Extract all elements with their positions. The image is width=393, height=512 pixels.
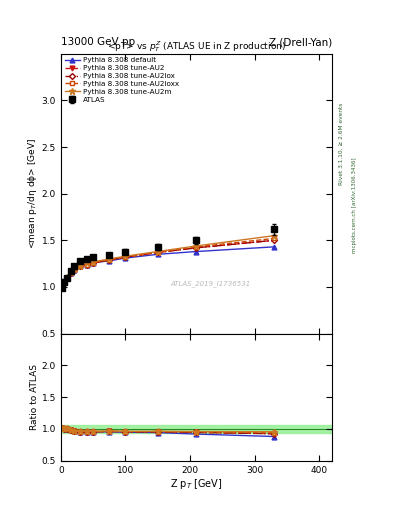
Text: Z (Drell-Yan): Z (Drell-Yan) xyxy=(269,37,332,47)
Text: Rivet 3.1.10, ≥ 2.6M events: Rivet 3.1.10, ≥ 2.6M events xyxy=(339,102,344,184)
Pythia 8.308 tune-AU2lox xyxy=(123,254,128,260)
Pythia 8.308 tune-AU2m xyxy=(60,283,64,289)
Title: <pT> vs $p_T^Z$ (ATLAS UE in Z production): <pT> vs $p_T^Z$ (ATLAS UE in Z productio… xyxy=(107,39,286,54)
Pythia 8.308 tune-AU2m xyxy=(194,243,199,249)
Pythia 8.308 tune-AU2lox xyxy=(194,245,199,251)
Pythia 8.308 tune-AU2loxx xyxy=(68,270,73,276)
Pythia 8.308 tune-AU2loxx xyxy=(72,267,76,273)
Pythia 8.308 tune-AU2m xyxy=(84,260,89,266)
Pythia 8.308 tune-AU2lox xyxy=(91,260,95,266)
Pythia 8.308 tune-AU2 xyxy=(155,249,160,255)
Pythia 8.308 tune-AU2 xyxy=(123,254,128,260)
Pythia 8.308 tune-AU2 xyxy=(91,260,95,266)
Pythia 8.308 tune-AU2m xyxy=(107,256,112,262)
Pythia 8.308 tune-AU2 xyxy=(194,245,199,251)
Pythia 8.308 tune-AU2m xyxy=(78,263,83,269)
Pythia 8.308 default xyxy=(62,279,66,285)
Pythia 8.308 tune-AU2m xyxy=(272,232,276,239)
Pythia 8.308 tune-AU2m xyxy=(72,266,76,272)
Text: ATLAS_2019_I1736531: ATLAS_2019_I1736531 xyxy=(170,280,250,287)
Pythia 8.308 tune-AU2 xyxy=(65,274,70,281)
Pythia 8.308 default xyxy=(91,260,95,266)
Pythia 8.308 default xyxy=(107,258,112,264)
Pythia 8.308 default xyxy=(60,283,64,289)
Line: Pythia 8.308 tune-AU2loxx: Pythia 8.308 tune-AU2loxx xyxy=(60,237,276,289)
Pythia 8.308 tune-AU2 xyxy=(107,257,112,263)
Pythia 8.308 default xyxy=(272,244,276,250)
Pythia 8.308 tune-AU2 xyxy=(72,267,76,273)
Y-axis label: Ratio to ATLAS: Ratio to ATLAS xyxy=(30,364,39,430)
Pythia 8.308 tune-AU2lox xyxy=(62,279,66,285)
Pythia 8.308 default xyxy=(84,262,89,268)
Line: Pythia 8.308 tune-AU2m: Pythia 8.308 tune-AU2m xyxy=(59,232,277,289)
Y-axis label: <mean p$_T$/dη dϕ> [GeV]: <mean p$_T$/dη dϕ> [GeV] xyxy=(26,138,39,249)
Pythia 8.308 tune-AU2lox xyxy=(65,274,70,281)
Pythia 8.308 default xyxy=(194,248,199,254)
Pythia 8.308 default xyxy=(155,251,160,258)
Pythia 8.308 tune-AU2 xyxy=(62,279,66,285)
X-axis label: Z p$_T$ [GeV]: Z p$_T$ [GeV] xyxy=(170,477,223,492)
Text: 13000 GeV pp: 13000 GeV pp xyxy=(61,37,135,47)
Line: Pythia 8.308 default: Pythia 8.308 default xyxy=(60,244,276,288)
Pythia 8.308 tune-AU2 xyxy=(60,284,64,290)
Pythia 8.308 tune-AU2lox xyxy=(68,270,73,276)
Pythia 8.308 tune-AU2lox xyxy=(155,249,160,255)
Pythia 8.308 tune-AU2loxx xyxy=(194,244,199,250)
Pythia 8.308 tune-AU2loxx xyxy=(78,263,83,269)
Pythia 8.308 default xyxy=(72,267,76,273)
Pythia 8.308 tune-AU2loxx xyxy=(123,254,128,260)
Pythia 8.308 tune-AU2lox xyxy=(78,263,83,269)
Pythia 8.308 tune-AU2m xyxy=(62,279,66,285)
Pythia 8.308 tune-AU2lox xyxy=(272,237,276,243)
Pythia 8.308 tune-AU2m xyxy=(65,273,70,280)
Pythia 8.308 tune-AU2m xyxy=(123,253,128,259)
Pythia 8.308 tune-AU2lox xyxy=(60,284,64,290)
Line: Pythia 8.308 tune-AU2lox: Pythia 8.308 tune-AU2lox xyxy=(60,238,276,289)
Pythia 8.308 tune-AU2m xyxy=(91,259,95,265)
Pythia 8.308 tune-AU2 xyxy=(272,237,276,243)
Legend: Pythia 8.308 default, Pythia 8.308 tune-AU2, Pythia 8.308 tune-AU2lox, Pythia 8.: Pythia 8.308 default, Pythia 8.308 tune-… xyxy=(63,56,181,104)
Pythia 8.308 tune-AU2lox xyxy=(72,267,76,273)
Pythia 8.308 tune-AU2loxx xyxy=(155,249,160,255)
Pythia 8.308 tune-AU2lox xyxy=(107,257,112,263)
Pythia 8.308 default xyxy=(68,270,73,276)
Pythia 8.308 default xyxy=(65,274,70,281)
Pythia 8.308 tune-AU2loxx xyxy=(60,284,64,290)
Pythia 8.308 tune-AU2loxx xyxy=(84,262,89,268)
Pythia 8.308 tune-AU2m xyxy=(68,269,73,275)
Pythia 8.308 tune-AU2loxx xyxy=(91,260,95,266)
Pythia 8.308 default xyxy=(78,263,83,269)
Pythia 8.308 tune-AU2m xyxy=(155,248,160,254)
Pythia 8.308 tune-AU2 xyxy=(84,262,89,268)
Pythia 8.308 tune-AU2 xyxy=(68,270,73,276)
Pythia 8.308 default xyxy=(123,255,128,261)
Line: Pythia 8.308 tune-AU2: Pythia 8.308 tune-AU2 xyxy=(60,238,276,289)
Pythia 8.308 tune-AU2loxx xyxy=(272,236,276,242)
Pythia 8.308 tune-AU2loxx xyxy=(65,274,70,281)
Pythia 8.308 tune-AU2loxx xyxy=(62,279,66,285)
Pythia 8.308 tune-AU2loxx xyxy=(107,257,112,263)
Bar xyxy=(61,425,332,433)
Pythia 8.308 tune-AU2lox xyxy=(84,262,89,268)
Text: mcplots.cern.ch [arXiv:1306.3436]: mcplots.cern.ch [arXiv:1306.3436] xyxy=(352,157,357,252)
Pythia 8.308 tune-AU2 xyxy=(78,263,83,269)
